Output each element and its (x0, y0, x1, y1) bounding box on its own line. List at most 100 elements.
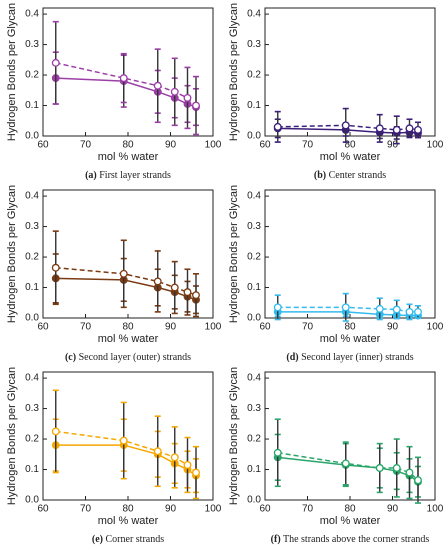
data-point (192, 468, 200, 477)
y-tick-label: 0.3 (25, 39, 39, 50)
x-tick-label: 90 (165, 322, 177, 333)
x-tick-label: 80 (122, 504, 134, 515)
data-point (392, 305, 401, 314)
x-tick-label: 60 (259, 322, 271, 333)
panel: 0.0 0.1 0.2 0.3 0.4 60 70 80 90 100 mol % water Hyd… (6, 185, 222, 363)
data-point (341, 459, 350, 468)
y-tick-label: 0.0 (25, 495, 39, 506)
data-point (392, 125, 401, 134)
data-point (183, 461, 192, 469)
data-point (170, 453, 179, 462)
y-tick-label: 0.2 (247, 70, 261, 81)
y-tick-label: 0.0 (247, 313, 261, 324)
x-tick-label: 90 (165, 140, 177, 151)
data-point (414, 125, 422, 134)
caption-text: Second layer (inner) strands (301, 352, 414, 363)
data-point (405, 124, 414, 133)
data-point (51, 427, 60, 436)
data-point (273, 448, 282, 457)
x-axis-label: mol % water (320, 151, 381, 163)
caption: (b) Center strands (314, 170, 386, 181)
y-tick-label: 0.0 (247, 495, 261, 506)
y-tick-label: 0.2 (25, 252, 39, 263)
x-tick-label: 70 (302, 140, 314, 151)
x-tick-label: 100 (205, 504, 222, 515)
caption: (c) Second layer (outer) strands (65, 352, 191, 363)
x-tick-label: 60 (37, 322, 49, 333)
data-point (273, 303, 282, 312)
y-tick-label: 0.4 (247, 9, 261, 20)
y-tick-label: 0.1 (25, 282, 39, 293)
x-tick-label: 60 (37, 504, 49, 515)
y-tick-label: 0.4 (25, 9, 39, 20)
data-point (51, 263, 60, 272)
data-point (51, 58, 60, 67)
caption-label: (f) (271, 534, 281, 545)
y-tick-label: 0.1 (247, 100, 261, 111)
y-tick-label: 0.3 (247, 39, 261, 50)
series-line (277, 452, 419, 481)
x-tick-label: 60 (259, 504, 271, 515)
data-point (341, 303, 350, 312)
x-axis-label: mol % water (98, 151, 159, 163)
data-point (414, 307, 422, 316)
x-tick-label: 90 (165, 504, 177, 515)
caption-text: Corner strands (106, 534, 165, 545)
y-tick-label: 0.1 (247, 464, 261, 475)
panel: 0.0 0.1 0.2 0.3 0.4 60 70 80 90 100 mol % water Hyd… (228, 367, 444, 545)
caption-text: Second layer (outer) strands (79, 352, 192, 363)
y-tick-label: 0.0 (25, 313, 39, 324)
x-tick-label: 70 (80, 504, 92, 515)
x-axis-label: mol % water (98, 515, 159, 527)
x-tick-label: 60 (37, 140, 49, 151)
y-tick-label: 0.4 (25, 373, 39, 384)
data-point (375, 304, 384, 313)
y-tick-label: 0.1 (247, 282, 261, 293)
data-point (153, 447, 162, 456)
x-axis-label: mol % water (320, 515, 381, 527)
x-tick-label: 80 (344, 504, 356, 515)
x-tick-label: 100 (427, 504, 444, 515)
caption-text: Center strands (329, 170, 387, 181)
x-tick-label: 70 (302, 504, 314, 515)
y-tick-label: 0.1 (25, 100, 39, 111)
x-axis-label: mol % water (320, 333, 381, 345)
caption-label: (d) (286, 352, 298, 363)
x-tick-label: 60 (259, 140, 271, 151)
caption: (e) Corner strands (92, 534, 164, 545)
y-tick-label: 0.0 (25, 131, 39, 142)
data-point (341, 121, 350, 130)
panel: 0.0 0.1 0.2 0.3 0.4 60 70 80 90 100 mol % water Hyd… (228, 185, 444, 363)
data-point (183, 93, 192, 102)
x-tick-label: 80 (122, 140, 134, 151)
caption-label: (a) (85, 170, 97, 181)
y-tick-label: 0.4 (247, 373, 261, 384)
data-point (375, 464, 384, 472)
panel: 0.0 0.1 0.2 0.3 0.4 60 70 80 90 100 mol % water Hyd… (6, 367, 222, 545)
y-tick-label: 0.2 (247, 434, 261, 445)
y-axis-label: Hydrogen Bonds per Glycan (6, 367, 18, 505)
x-tick-label: 100 (205, 322, 222, 333)
y-tick-label: 0.4 (25, 191, 39, 202)
y-tick-label: 0.3 (25, 221, 39, 232)
caption-text: First layer strands (99, 170, 171, 181)
data-point (405, 307, 414, 316)
x-tick-label: 100 (205, 140, 222, 151)
panel: 0.0 0.1 0.2 0.3 0.4 60 70 80 90 100 mol % water Hyd… (6, 3, 222, 181)
y-axis-label: Hydrogen Bonds per Glycan (228, 185, 240, 323)
y-tick-label: 0.3 (25, 403, 39, 414)
caption-label: (c) (65, 352, 76, 363)
data-point (183, 288, 192, 297)
x-tick-label: 100 (427, 322, 444, 333)
caption: (a) First layer strands (85, 170, 171, 181)
panel: 0.0 0.1 0.2 0.3 0.4 60 70 80 90 100 mol % water Hyd… (228, 3, 444, 181)
data-point (119, 269, 128, 278)
data-point (392, 464, 401, 472)
y-axis-label: Hydrogen Bonds per Glycan (6, 3, 18, 141)
data-point (273, 122, 282, 131)
data-point (375, 124, 384, 133)
data-point (153, 277, 162, 286)
caption: (d) Second layer (inner) strands (286, 352, 413, 363)
data-point (153, 81, 162, 90)
data-point (405, 468, 414, 477)
